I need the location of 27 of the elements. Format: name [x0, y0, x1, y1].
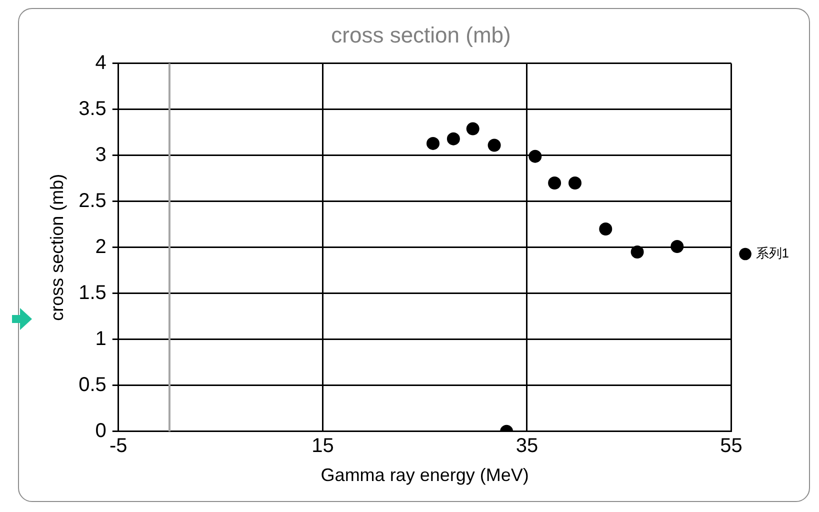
point	[548, 176, 562, 190]
chart-title: cross section (mb)	[331, 22, 511, 48]
point	[670, 240, 684, 253]
legend-label: 系列1	[756, 246, 790, 261]
x-tick-label: 55	[720, 434, 742, 457]
y-tick-label: 1	[95, 328, 106, 350]
y-tick-label: 4	[95, 52, 106, 74]
y-tick-label: 2	[95, 236, 106, 258]
point	[528, 150, 542, 163]
y-axis-title: cross section (mb)	[46, 174, 67, 321]
x-tick-label: 15	[312, 434, 334, 457]
x-tick-label: -5	[110, 434, 128, 457]
y-tick-label: 3.5	[78, 98, 106, 120]
x-axis-title: Gamma ray energy (MeV)	[320, 465, 529, 486]
x-tick-label: 35	[516, 434, 538, 457]
y-tick-label: 3	[95, 144, 106, 166]
point	[466, 122, 480, 136]
y-tick-label: 1.5	[78, 282, 106, 304]
point	[599, 222, 612, 236]
point	[446, 132, 460, 146]
y-tick-label: 0.5	[78, 374, 106, 396]
point	[568, 176, 582, 190]
point	[426, 136, 440, 150]
y-tick-label: 0	[95, 420, 106, 442]
y-tick-label: 2.5	[78, 190, 106, 212]
point	[630, 246, 644, 258]
point	[488, 138, 501, 152]
